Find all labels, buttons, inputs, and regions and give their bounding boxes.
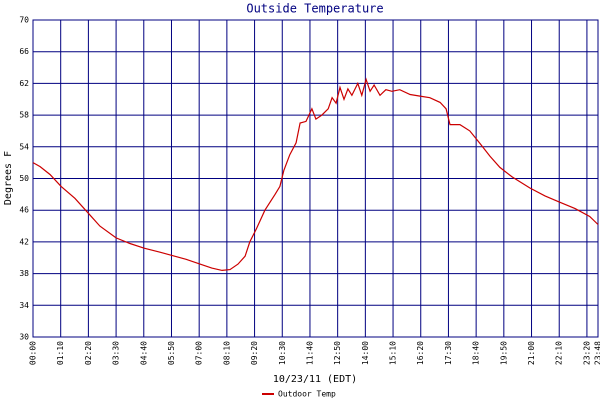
y-tick-label: 54 — [19, 142, 29, 151]
y-tick-label: 70 — [19, 16, 29, 25]
x-tick-label: 15:10 — [389, 341, 398, 365]
x-tick-label: 10:30 — [278, 341, 287, 365]
y-tick-label: 46 — [19, 206, 29, 215]
chart-title: Outside Temperature — [246, 2, 383, 16]
x-tick-label: 01:10 — [56, 341, 65, 365]
x-tick-label: 19:50 — [499, 341, 508, 365]
y-axis-title: Degrees F — [3, 151, 14, 205]
x-tick-label: 22:10 — [555, 341, 564, 365]
x-tick-label: 14:00 — [361, 341, 370, 365]
y-tick-label: 42 — [19, 237, 29, 246]
y-tick-label: 34 — [19, 301, 29, 310]
y-tick-label: 62 — [19, 79, 29, 88]
x-tick-label: 02:20 — [84, 341, 93, 365]
x-tick-label: 17:30 — [444, 341, 453, 365]
x-tick-label: 05:50 — [167, 341, 176, 365]
x-tick-label: 08:10 — [222, 341, 231, 365]
y-tick-label: 58 — [19, 111, 29, 120]
x-tick-label: 03:30 — [112, 341, 121, 365]
y-tick-label: 50 — [19, 174, 29, 183]
x-tick-label: 00:00 — [29, 341, 38, 365]
x-tick-label: 12:50 — [333, 341, 342, 365]
x-tick-label: 23:20 — [582, 341, 591, 365]
x-tick-label: 04:40 — [139, 341, 148, 365]
x-tick-label: 21:00 — [527, 341, 536, 365]
x-tick-label: 23:48 — [594, 341, 600, 365]
x-tick-label: 09:20 — [250, 341, 259, 365]
data-line — [32, 77, 599, 272]
x-tick-label: 18:40 — [472, 341, 481, 365]
x-tick-label: 11:40 — [305, 341, 314, 365]
x-axis-title: 10/23/11 (EDT) — [273, 374, 357, 385]
y-tick-label: 30 — [19, 333, 29, 342]
x-tick-label: 07:00 — [195, 341, 204, 365]
x-tick-label: 16:20 — [416, 341, 425, 365]
legend-label: Outdoor Temp — [278, 390, 336, 399]
y-tick-label: 38 — [19, 269, 29, 278]
y-tick-label: 66 — [19, 47, 29, 56]
